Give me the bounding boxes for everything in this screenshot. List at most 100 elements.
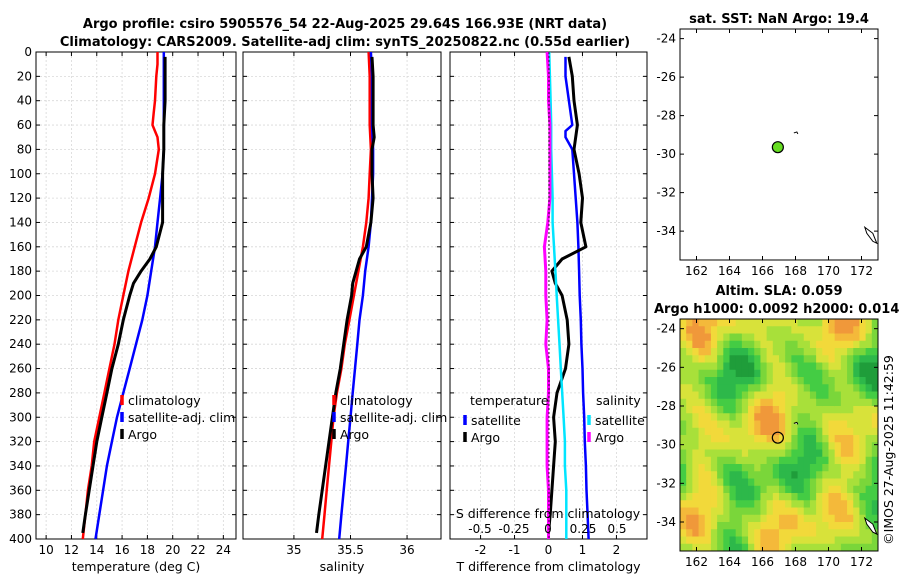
sla-cell xyxy=(698,536,706,545)
depth-tick-label: 240 xyxy=(9,337,32,351)
sla-cell xyxy=(816,362,823,371)
legend-label: satellite xyxy=(471,413,521,428)
sla-cell xyxy=(717,406,724,414)
sla-cell xyxy=(680,333,687,342)
sla-cell xyxy=(710,319,718,327)
sla-cell xyxy=(834,543,842,552)
sla-cell xyxy=(853,478,860,487)
sla-cell xyxy=(797,464,805,472)
sla-cell xyxy=(871,427,879,436)
sla-cell xyxy=(710,398,718,407)
sla-cell xyxy=(748,427,755,436)
sla-cell xyxy=(729,406,737,414)
sla-cell xyxy=(834,420,842,429)
sla-cell xyxy=(871,384,879,392)
sla-cell xyxy=(698,319,706,327)
sla-cell xyxy=(840,427,848,436)
sla-cell xyxy=(741,319,749,327)
sla-cell xyxy=(754,326,761,334)
sla-cell xyxy=(871,362,879,371)
sla-cell xyxy=(853,471,860,479)
sla-cell xyxy=(797,340,805,349)
sla-cell xyxy=(698,485,706,494)
sla-cell xyxy=(803,413,811,421)
sla-cell xyxy=(692,413,700,421)
sla-cell xyxy=(704,435,712,443)
depth-tick-label: 200 xyxy=(9,289,32,303)
sla-cell xyxy=(822,435,829,443)
sla-cell xyxy=(698,333,706,342)
sla-cell xyxy=(809,442,817,450)
sla-cell xyxy=(754,435,761,443)
sla-cell xyxy=(754,464,761,472)
sla-cell xyxy=(760,326,768,334)
sla-cell xyxy=(797,398,805,407)
sla-cell xyxy=(704,464,712,472)
sla-cell xyxy=(785,377,792,385)
sla-cell xyxy=(735,406,743,414)
sla-cell xyxy=(680,543,687,552)
sla-cell xyxy=(847,543,854,552)
sla-cell xyxy=(816,355,823,363)
sla-cell xyxy=(779,420,786,429)
sla-cell xyxy=(717,391,724,400)
sla-cell xyxy=(692,485,700,494)
sla-cell xyxy=(865,529,873,537)
sla-cell xyxy=(791,420,799,429)
sla-cell xyxy=(865,362,873,371)
sla-cell xyxy=(686,333,693,342)
sla-cell xyxy=(809,435,817,443)
imos-watermark: ©IMOS 27-Aug-2025 11:42:59 xyxy=(881,355,896,545)
sla-cell xyxy=(840,384,848,392)
sla-cell xyxy=(853,449,860,458)
sla-cell xyxy=(717,398,724,407)
sla-cell xyxy=(803,348,811,356)
sla-cell xyxy=(698,435,706,443)
sla-cell xyxy=(760,543,768,552)
sla-cell xyxy=(797,348,805,356)
sla-cell xyxy=(748,348,755,356)
sla-cell xyxy=(748,369,755,378)
sla-cell xyxy=(698,398,706,407)
sla-cell xyxy=(828,522,836,530)
x-tick-label: 35.5 xyxy=(337,543,364,557)
sla-cell xyxy=(828,355,836,363)
sla-cell xyxy=(760,362,768,371)
sla-cell xyxy=(847,478,854,487)
sla-cell xyxy=(692,377,700,385)
sla-cell xyxy=(803,340,811,349)
sla-cell xyxy=(853,406,860,414)
sla-cell xyxy=(816,456,823,465)
sla-cell xyxy=(791,406,799,414)
sla-cell xyxy=(853,348,860,356)
sla-cell xyxy=(847,449,854,458)
sla-cell xyxy=(865,543,873,552)
sla-cell xyxy=(729,507,737,516)
sla-cell xyxy=(865,500,873,508)
series-line-t-satellite xyxy=(564,56,590,540)
sla-cell xyxy=(785,362,792,371)
sla-cell xyxy=(847,485,854,494)
sla-cell xyxy=(698,464,706,472)
lat-tick-label: -24 xyxy=(656,322,676,336)
sla-cell xyxy=(729,442,737,450)
sla-cell xyxy=(766,355,774,363)
sla-cell xyxy=(834,384,842,392)
sla-cell xyxy=(766,435,774,443)
sla-cell xyxy=(853,507,860,516)
legend-label: Argo xyxy=(595,430,624,445)
legend-label: climatology xyxy=(340,393,413,408)
sla-cell xyxy=(766,340,774,349)
sla-cell xyxy=(785,464,792,472)
sla-cell xyxy=(772,398,780,407)
sla-cell xyxy=(853,391,860,400)
sla-cell xyxy=(779,355,786,363)
sla-cell xyxy=(847,355,854,363)
sla-cell xyxy=(853,536,860,545)
sla-cell xyxy=(797,377,805,385)
sla-cell xyxy=(779,406,786,414)
sla-cell xyxy=(754,406,761,414)
sla-cell xyxy=(853,493,860,501)
sla-cell xyxy=(865,536,873,545)
sla-cell xyxy=(680,369,687,378)
